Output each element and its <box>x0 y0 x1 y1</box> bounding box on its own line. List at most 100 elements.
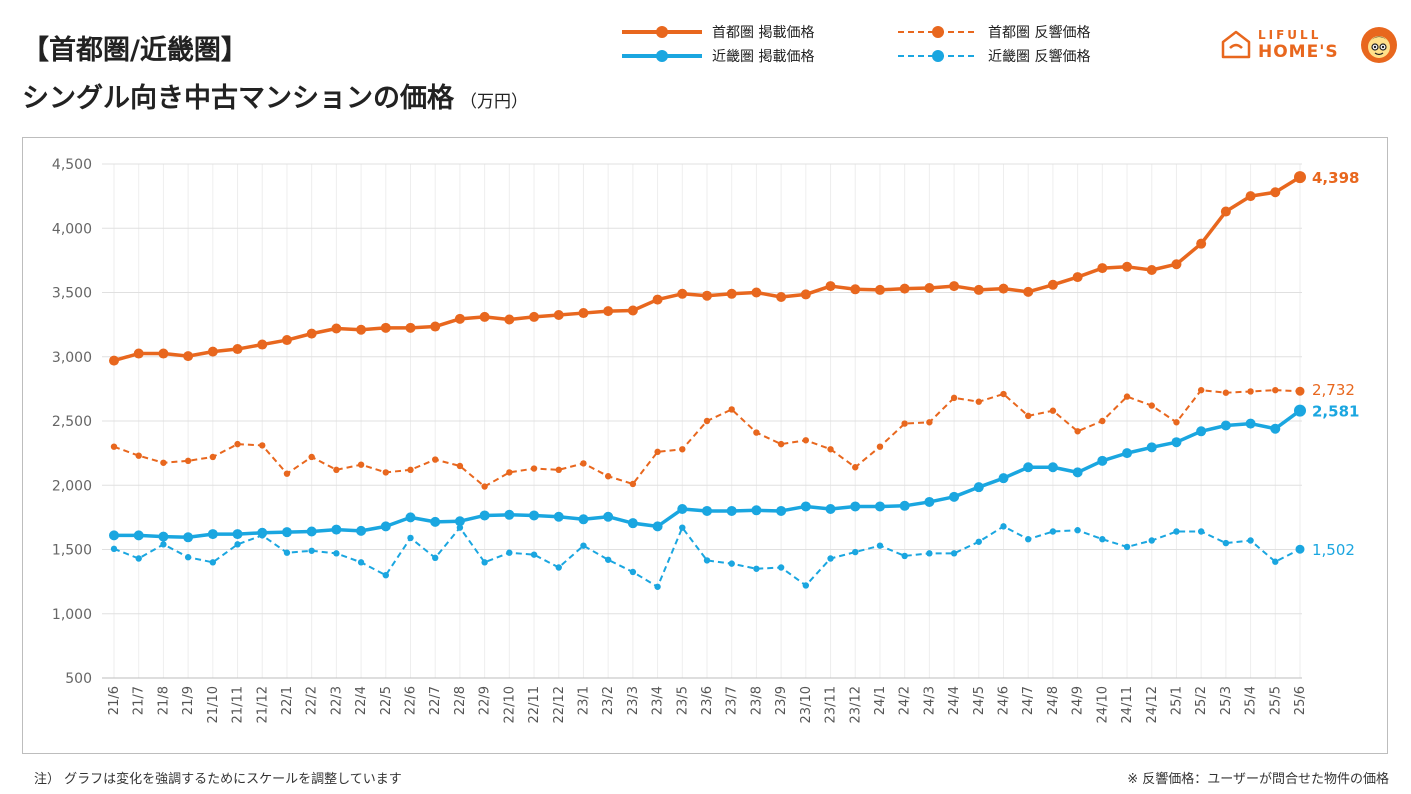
data-point <box>259 442 266 449</box>
data-point <box>998 283 1009 294</box>
data-point <box>753 429 760 436</box>
x-tick-label: 24/9 <box>1071 686 1086 715</box>
data-point <box>580 542 587 549</box>
footnote-scale: 注） グラフは変化を強調するためにスケールを調整しています <box>34 772 402 787</box>
x-tick-label: 23/5 <box>675 686 690 715</box>
data-point <box>800 289 811 300</box>
end-value-label: 4,398 <box>1312 169 1359 187</box>
data-point <box>356 324 367 335</box>
legend-solid-orange-icon <box>622 26 702 38</box>
data-point <box>800 501 811 512</box>
y-tick-label: 1,000 <box>52 607 92 623</box>
legend-solid-blue-icon <box>622 50 702 62</box>
data-point <box>432 456 439 463</box>
data-point <box>357 559 365 566</box>
data-point <box>407 466 414 474</box>
data-point <box>1270 423 1281 434</box>
data-point <box>234 440 241 448</box>
legend-item-kinki-listing: 近畿圏 掲載価格 <box>622 46 814 66</box>
data-point <box>479 510 490 521</box>
x-tick-label: 23/2 <box>601 686 616 715</box>
data-point <box>926 419 933 426</box>
data-point <box>627 518 638 529</box>
data-point <box>949 281 960 292</box>
data-point <box>1148 402 1155 409</box>
data-point <box>1047 462 1058 473</box>
data-point <box>578 308 589 319</box>
data-point <box>975 538 982 545</box>
data-point <box>827 555 834 562</box>
data-point <box>135 452 142 459</box>
footnote-inquiry-definition: ※ 反響価格：ユーザーが問合せた物件の価格 <box>1127 772 1389 787</box>
y-tick-label: 3,000 <box>52 350 92 366</box>
data-point <box>183 532 194 543</box>
data-point <box>183 351 194 362</box>
data-point <box>506 469 513 476</box>
data-point <box>382 469 389 476</box>
data-point <box>160 541 167 548</box>
data-point <box>924 283 935 294</box>
data-point <box>677 504 688 515</box>
x-tick-label: 21/11 <box>231 686 246 723</box>
data-point <box>1122 261 1133 272</box>
legend-dashed-orange-icon <box>898 26 978 38</box>
data-point <box>751 287 762 298</box>
data-point <box>802 437 810 444</box>
data-point <box>308 547 315 554</box>
data-point <box>1295 544 1305 554</box>
data-point <box>973 482 984 493</box>
data-point <box>850 501 861 512</box>
data-point <box>209 453 217 461</box>
data-point <box>1247 388 1254 395</box>
x-tick-label: 25/4 <box>1244 686 1259 715</box>
data-point <box>109 530 119 541</box>
data-point <box>874 284 885 295</box>
chart-title-line2: シングル向き中古マンションの価格 （万円） <box>22 76 528 115</box>
chart-title-text: シングル向き中古マンションの価格 <box>22 83 454 114</box>
x-tick-label: 22/6 <box>404 686 419 715</box>
data-point <box>776 291 787 302</box>
data-point <box>506 549 513 556</box>
legend-dashed-blue-icon <box>898 50 978 62</box>
data-point <box>899 283 910 294</box>
data-point <box>728 560 735 567</box>
data-point <box>1245 191 1256 202</box>
data-point <box>481 483 488 490</box>
x-tick-label: 24/11 <box>1120 686 1135 723</box>
x-tick-label: 21/6 <box>107 686 122 715</box>
data-point <box>504 509 515 520</box>
data-point <box>530 465 538 472</box>
data-point <box>629 568 637 576</box>
x-tick-label: 24/10 <box>1095 686 1110 723</box>
data-point <box>1294 404 1306 417</box>
x-tick-label: 22/4 <box>354 686 369 715</box>
data-point <box>1047 279 1058 290</box>
data-point <box>1072 272 1083 283</box>
data-point <box>454 516 465 527</box>
data-point <box>405 512 416 523</box>
data-point <box>1171 437 1182 448</box>
data-point <box>703 417 711 425</box>
data-point <box>950 550 958 557</box>
data-point <box>1049 528 1057 535</box>
data-point <box>924 496 935 507</box>
data-point <box>726 288 737 299</box>
data-point <box>232 344 243 355</box>
data-point <box>802 582 810 589</box>
x-tick-label: 22/5 <box>379 686 394 715</box>
data-point <box>407 534 414 542</box>
y-tick-label: 1,500 <box>52 543 92 559</box>
data-point <box>1247 537 1254 544</box>
x-tick-label: 25/2 <box>1194 686 1209 715</box>
data-point <box>283 549 291 556</box>
data-point <box>1197 528 1205 535</box>
data-point <box>825 504 836 515</box>
x-tick-label: 24/3 <box>922 686 937 715</box>
data-point <box>110 443 118 450</box>
x-tick-label: 25/3 <box>1219 686 1234 715</box>
data-point <box>1025 412 1032 420</box>
data-point <box>529 510 540 521</box>
x-tick-label: 23/12 <box>848 686 863 723</box>
data-point <box>331 524 342 535</box>
data-point <box>1122 448 1133 459</box>
